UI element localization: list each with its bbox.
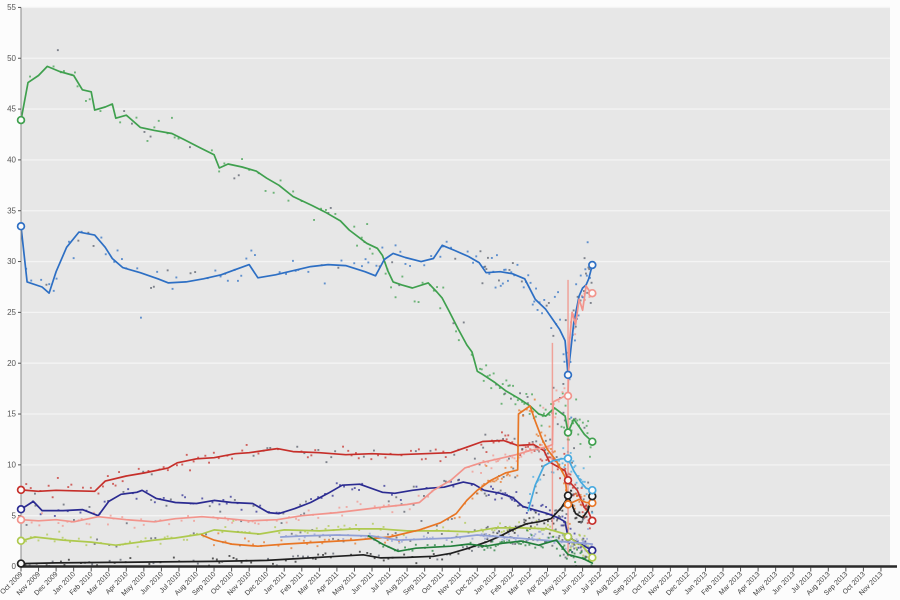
series-navy-line <box>20 481 594 552</box>
series-blue-line <box>20 225 594 376</box>
y-tick-label: 0 <box>12 562 17 571</box>
result-marker-blue <box>588 260 597 270</box>
y-tick-label: 55 <box>7 3 16 12</box>
y-tick-label: 35 <box>7 206 16 215</box>
result-marker-black <box>563 491 573 500</box>
series-trend-lines <box>20 65 594 565</box>
y-tick-label: 5 <box>12 511 17 520</box>
result-marker-orange <box>563 500 573 509</box>
result-marker-light-green <box>16 536 26 546</box>
gridlines <box>21 6 890 517</box>
y-tick-label: 25 <box>7 308 16 317</box>
result-marker-blue <box>16 222 26 231</box>
y-tick-label: 45 <box>7 105 16 114</box>
series-orange-line <box>200 405 594 548</box>
result-marker-red <box>16 485 26 495</box>
y-tick-label: 10 <box>7 460 16 469</box>
series-light-green-line <box>20 527 594 559</box>
y-tick-label: 20 <box>7 359 16 368</box>
series-pink-line <box>20 285 594 523</box>
result-marker-black <box>16 559 26 568</box>
series-dark-green-line <box>367 535 594 564</box>
result-marker-cyan <box>588 485 597 495</box>
result-marker-navy <box>588 546 597 555</box>
result-marker-orange <box>588 498 597 508</box>
result-marker-pink <box>563 391 573 401</box>
series-green-line <box>20 65 594 443</box>
result-marker-pink <box>588 288 597 298</box>
result-marker-light-green <box>588 553 597 562</box>
result-marker-pink <box>16 515 26 524</box>
plot-background <box>21 7 890 567</box>
result-marker-green <box>588 437 597 446</box>
x-axis <box>20 565 897 572</box>
y-tick-label: 30 <box>7 257 16 266</box>
series-periwinkle-line <box>279 534 594 545</box>
result-marker-navy <box>16 505 26 514</box>
result-marker-red <box>563 476 573 485</box>
y-tick-label: 15 <box>7 410 16 419</box>
result-marker-light-green <box>563 532 573 541</box>
result-marker-cyan <box>563 454 573 463</box>
result-marker-green <box>563 428 573 437</box>
y-tick-label: 40 <box>7 156 16 165</box>
election-result-markers <box>16 115 597 568</box>
y-tick-labels: 0 5 10 15 20 25 30 35 40 45 50 55 <box>7 3 16 571</box>
result-marker-blue <box>563 370 573 380</box>
result-marker-red <box>588 516 597 526</box>
y-tick-label: 50 <box>7 54 16 63</box>
y-axis <box>18 6 22 567</box>
result-marker-green <box>16 115 26 125</box>
